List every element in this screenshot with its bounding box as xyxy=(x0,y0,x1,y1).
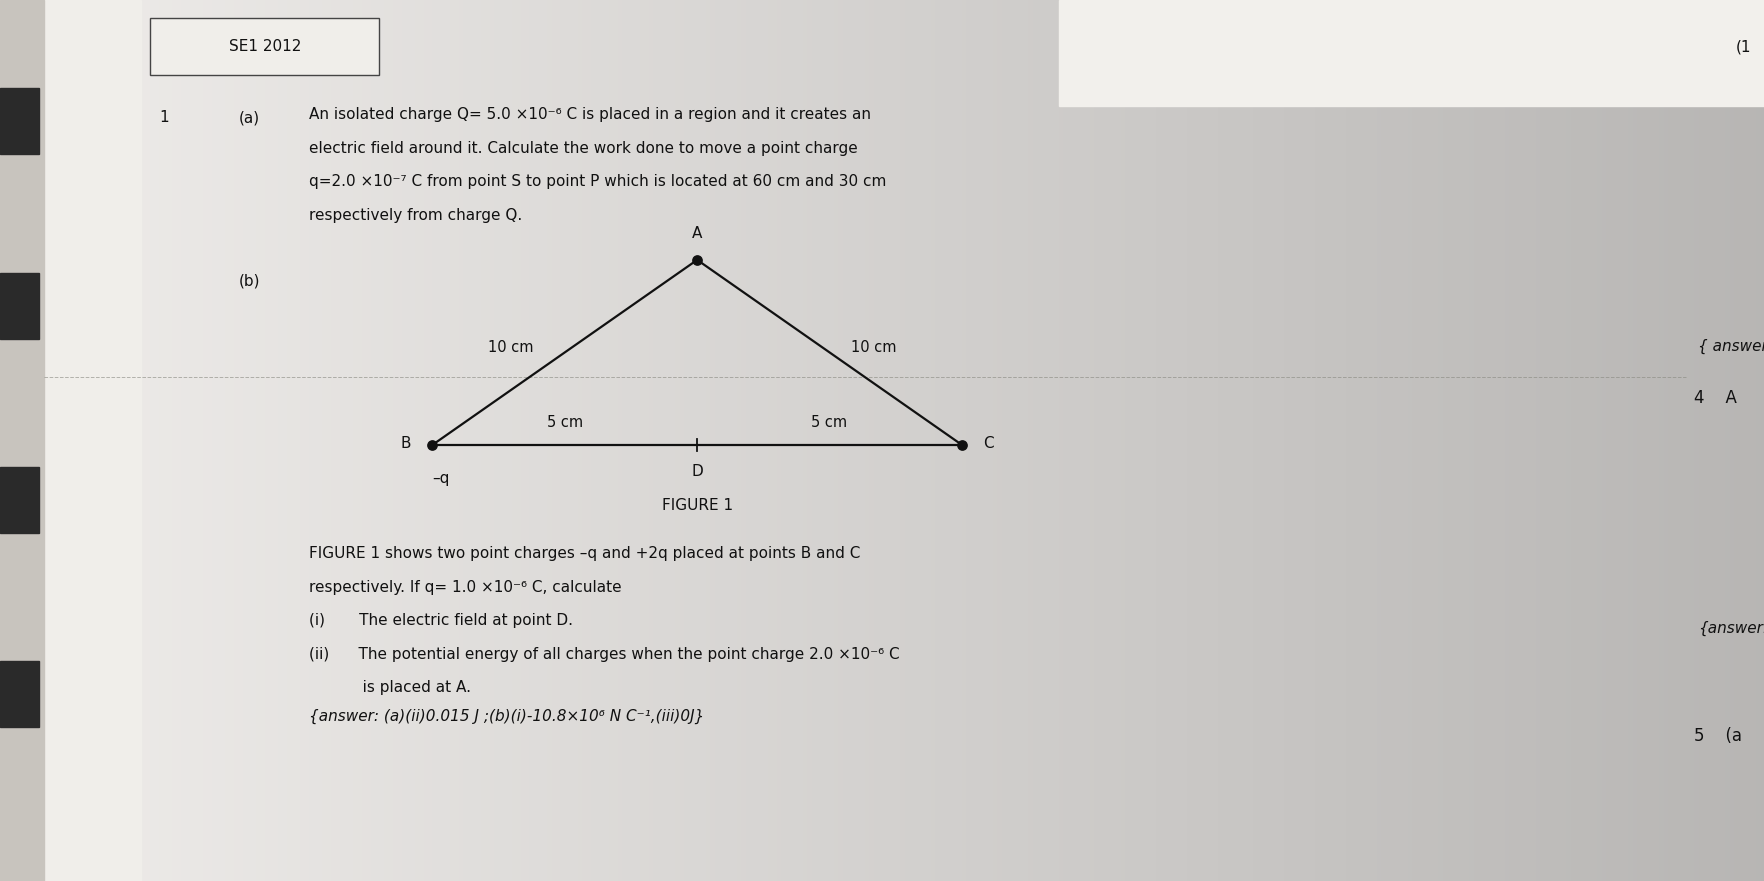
Bar xyxy=(150,18,379,75)
Text: {answer:: {answer: xyxy=(1697,621,1764,636)
Text: respectively from charge Q.: respectively from charge Q. xyxy=(309,208,522,223)
Text: B: B xyxy=(400,435,411,451)
Bar xyxy=(0,661,39,727)
Text: –q: –q xyxy=(432,471,450,486)
Bar xyxy=(0,273,39,339)
Text: An isolated charge Q= 5.0 ×10⁻⁶ C is placed in a region and it creates an: An isolated charge Q= 5.0 ×10⁻⁶ C is pla… xyxy=(309,107,870,122)
Text: q=2.0 ×10⁻⁷ C from point S to point P which is located at 60 cm and 30 cm: q=2.0 ×10⁻⁷ C from point S to point P wh… xyxy=(309,174,886,189)
Text: is placed at A.: is placed at A. xyxy=(309,680,471,695)
Text: respectively. If q= 1.0 ×10⁻⁶ C, calculate: respectively. If q= 1.0 ×10⁻⁶ C, calcula… xyxy=(309,580,621,595)
Text: 5 cm: 5 cm xyxy=(547,415,582,430)
Text: {answer: (a)(ii)0.015 J ;(b)(i)-10.8×10⁶ N C⁻¹,(iii)0J}: {answer: (a)(ii)0.015 J ;(b)(i)-10.8×10⁶… xyxy=(309,709,704,724)
Text: (i)       The electric field at point D.: (i) The electric field at point D. xyxy=(309,613,573,628)
Text: { answer: { answer xyxy=(1697,339,1764,354)
Text: (ii)      The potential energy of all charges when the point charge 2.0 ×10⁻⁶ C: (ii) The potential energy of all charges… xyxy=(309,647,900,662)
Text: 10 cm: 10 cm xyxy=(487,340,533,356)
Text: 4    A: 4 A xyxy=(1693,389,1736,407)
Bar xyxy=(0,0,141,881)
Text: (a): (a) xyxy=(238,110,259,125)
Text: 1: 1 xyxy=(159,110,169,125)
Text: D: D xyxy=(691,464,702,479)
Text: 5 cm: 5 cm xyxy=(811,415,847,430)
Bar xyxy=(1058,0,1764,106)
Text: A: A xyxy=(691,226,702,241)
Bar xyxy=(0,467,39,533)
Bar xyxy=(0,0,44,881)
Text: electric field around it. Calculate the work done to move a point charge: electric field around it. Calculate the … xyxy=(309,141,857,156)
Point xyxy=(683,253,711,267)
Text: 10 cm: 10 cm xyxy=(850,340,896,356)
Point xyxy=(418,438,446,452)
Text: SE1 2012: SE1 2012 xyxy=(228,39,302,54)
Text: (b): (b) xyxy=(238,273,259,288)
Text: (1: (1 xyxy=(1734,40,1750,55)
Text: FIGURE 1: FIGURE 1 xyxy=(662,498,732,513)
Point xyxy=(947,438,975,452)
Text: C: C xyxy=(983,435,993,451)
Text: 5    (a: 5 (a xyxy=(1693,727,1741,744)
Text: FIGURE 1 shows two point charges –q and +2q placed at points B and C: FIGURE 1 shows two point charges –q and … xyxy=(309,546,859,561)
Bar xyxy=(0,88,39,154)
